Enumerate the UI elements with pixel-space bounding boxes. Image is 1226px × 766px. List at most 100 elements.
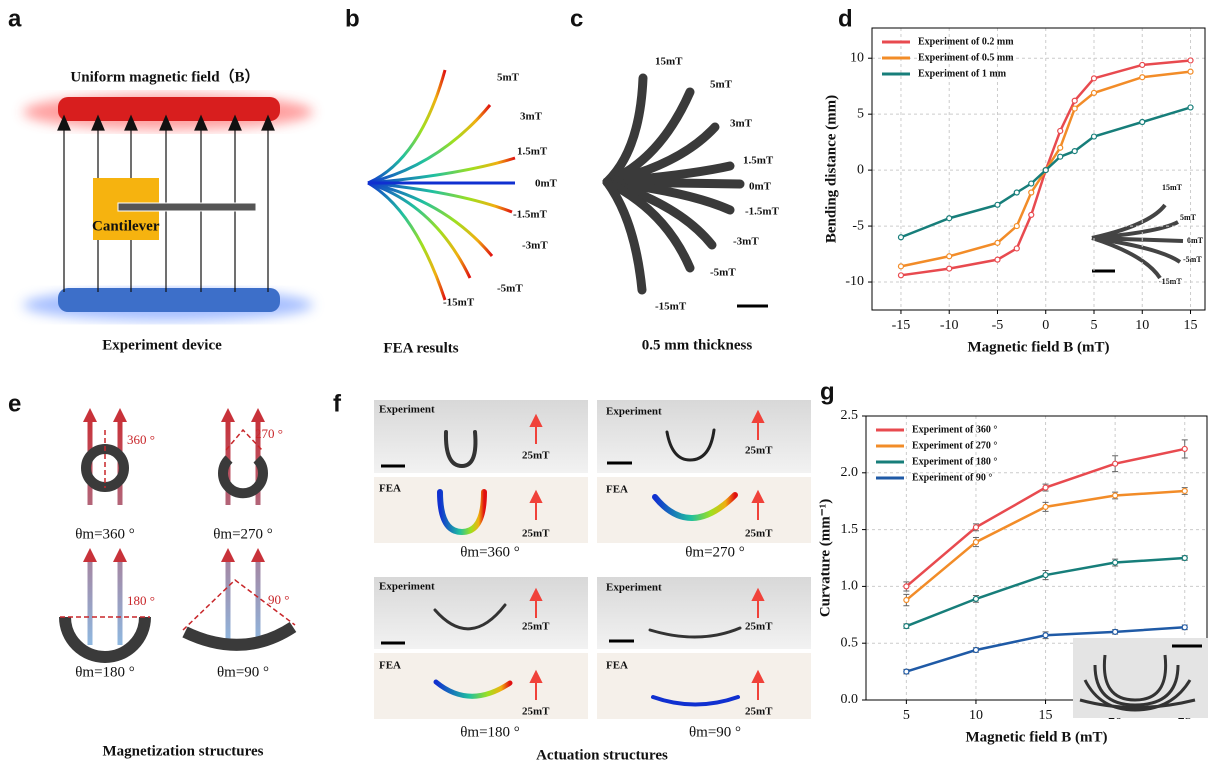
label: 0mT: [749, 181, 772, 193]
label: 1.5mT: [743, 155, 774, 167]
x-tick-label: 5: [903, 708, 910, 723]
x-tick-label: 10: [969, 708, 983, 723]
panel-f: f Experiment Experiment Experiment Exper…: [333, 390, 811, 763]
field-label: 25mT: [745, 621, 773, 633]
data-point: [903, 623, 910, 630]
data-point: [897, 234, 905, 241]
data-point: [1042, 632, 1049, 639]
data-point: [903, 668, 910, 675]
label: -15mT: [655, 301, 687, 313]
photo-label: Experiment: [379, 404, 435, 416]
x-tick-label: 5: [1091, 318, 1098, 333]
charts: -10 -5 0 5 10 -15 -10 -5 0 5 10 15 Magnetic field B …: [817, 27, 1208, 745]
data-point: [994, 201, 1001, 208]
panel-letter: e: [8, 390, 21, 417]
legend-label: Experiment of 360 °: [912, 424, 997, 435]
data-point: [1071, 97, 1078, 104]
label: 3mT: [730, 118, 753, 130]
theta-label: θm=90 °: [217, 664, 269, 680]
data-point: [1042, 484, 1049, 491]
y-axis-label: Curvature (mm⁻¹): [817, 499, 833, 617]
field-label: 25mT: [522, 706, 550, 718]
panel-e: e 360 ° 270 ° 180 ° 90 ° θm=360 ° θm=270…: [8, 390, 297, 759]
panel-letter: g: [820, 378, 835, 405]
magnet-bottom: [58, 288, 280, 312]
label: Cantilever: [92, 218, 160, 234]
ring: [218, 455, 268, 499]
panel-letter: f: [333, 390, 342, 417]
field-label: 25mT: [745, 445, 773, 457]
inset-label: 0mT: [1187, 236, 1204, 245]
photo-label: Experiment: [379, 581, 435, 593]
data-point: [1181, 487, 1188, 495]
data-point: [1139, 74, 1146, 81]
angle-guides: [60, 428, 296, 631]
data-point: [1181, 554, 1188, 562]
magnet-top: [58, 97, 280, 121]
plot-frame: [871, 27, 1206, 311]
data-point: [1042, 167, 1049, 174]
angle-label: 180 °: [127, 593, 155, 608]
field-label: 25mT: [745, 528, 773, 540]
panel-g: g: [820, 378, 835, 405]
y-tick-label: -5: [852, 218, 864, 233]
panel-letter: c: [570, 5, 583, 32]
data-point: [1071, 147, 1078, 155]
theta-label: θm=180 °: [460, 724, 520, 740]
data-point: [903, 596, 910, 604]
y-tick-label: 1.5: [841, 522, 859, 537]
label: -3mT: [733, 236, 759, 248]
inset-label: 15mT: [1162, 183, 1183, 192]
y-tick-label: -10: [845, 274, 864, 289]
data-point: [897, 263, 905, 270]
x-axis-label: Magnetic field B (mT): [965, 729, 1107, 745]
legend-label: Experiment of 0.5 mm: [918, 52, 1014, 63]
data-point: [1090, 75, 1098, 82]
panel-letter: d: [838, 5, 853, 32]
y-tick-label: 0.5: [841, 635, 859, 650]
y-axis-label: Bending distance (mm): [823, 95, 839, 243]
data-point: [1042, 503, 1049, 510]
data-point: [946, 265, 953, 272]
panel-letter: a: [8, 5, 22, 32]
y-tick-label: 2.0: [841, 465, 859, 480]
data-point: [972, 595, 980, 602]
photo-boxes: [374, 400, 811, 719]
x-tick-label: -15: [892, 318, 911, 333]
field-label: 25mT: [745, 706, 773, 718]
label: -1.5mT: [745, 206, 780, 218]
field-label: 25mT: [522, 450, 550, 462]
angle-label: 270 °: [255, 426, 283, 441]
data-point: [1090, 133, 1098, 140]
x-tick-label: -10: [940, 318, 959, 333]
data-point: [1057, 153, 1064, 160]
legend-label: Experiment of 90 °: [912, 472, 992, 483]
data-point: [1057, 144, 1064, 151]
legend-label: Experiment of 180 °: [912, 456, 997, 467]
photo-fan: [602, 73, 745, 295]
cantilever: [117, 202, 257, 212]
ring: [182, 621, 297, 651]
panel-letter: b: [345, 5, 360, 32]
inset-g: [1073, 638, 1208, 718]
field-label: 25mT: [522, 528, 550, 540]
y-tick-label: 0.0: [841, 692, 859, 707]
fea-fan: [367, 69, 516, 301]
y-tick-label: 0: [857, 162, 864, 177]
theta-label: θm=270 °: [213, 526, 273, 542]
data-point: [994, 256, 1001, 263]
data-point: [972, 524, 980, 531]
data-point: [1139, 61, 1146, 69]
panel-title: Uniform magnetic field（B）: [70, 67, 259, 85]
data-point: [1112, 628, 1119, 635]
theta-label: θm=90 °: [689, 724, 741, 740]
caption: Actuation structures: [536, 747, 668, 763]
photo-label: FEA: [606, 484, 628, 496]
x-tick-label: 15: [1039, 708, 1053, 723]
legend-label: Experiment of 1 mm: [918, 68, 1007, 79]
photo-label: FEA: [379, 483, 401, 495]
data-point: [1181, 624, 1188, 631]
angle-label: 90 °: [268, 592, 289, 607]
data-point: [1112, 492, 1119, 499]
